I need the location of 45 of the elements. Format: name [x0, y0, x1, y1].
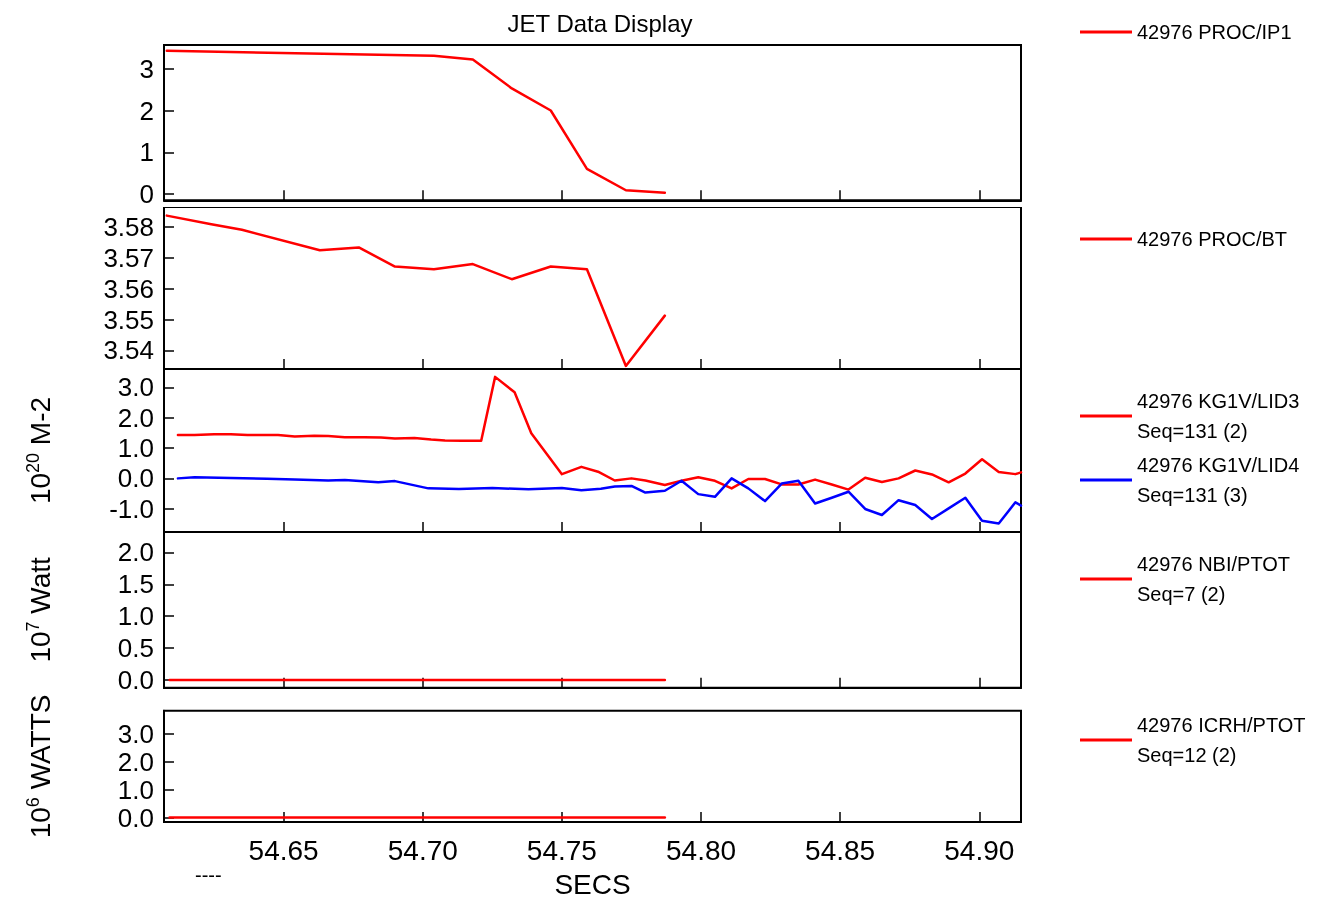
x-tick-label: 54.85 [805, 834, 876, 866]
y-tick-label: 0 [139, 179, 154, 209]
y-axis-title: 106 WATTS [23, 694, 56, 839]
x-tick-label: 54.65 [248, 834, 319, 866]
y-tick-label: 1.0 [117, 601, 154, 632]
y-tick-label: 1.5 [117, 569, 154, 600]
y-tick-label: 0.0 [117, 665, 154, 695]
y-tick-label: 2.0 [117, 746, 154, 777]
legend-label: 42976 KG1V/LID3 Seq=131 (2) [1137, 390, 1300, 442]
chart-title: JET Data Display [507, 9, 693, 37]
text: ---- [195, 864, 222, 886]
x-axis-title: SECS [554, 868, 631, 900]
x-tick-label: 54.70 [387, 834, 458, 866]
y-tick-label: 0.5 [117, 633, 154, 664]
legend-label: 42976 PROC/IP1 [1137, 21, 1292, 43]
legend-label: 42976 KG1V/LID4 Seq=131 (3) [1137, 454, 1300, 506]
y-tick-label: 3.0 [117, 718, 154, 749]
y-tick-label: 3.58 [103, 212, 154, 243]
y-tick-label: 3.56 [103, 273, 154, 304]
x-tick-label: 54.90 [944, 834, 1015, 866]
x-tick-label: 54.80 [665, 834, 737, 866]
x-tick-label: 54.75 [526, 834, 597, 866]
line-series [165, 214, 667, 368]
legend-label: 42976 ICRH/PTOT Seq=12 (2) [1137, 714, 1306, 766]
legend-label: 42976 PROC/BT [1137, 228, 1288, 250]
y-axis-title: 107 Watt [23, 556, 56, 663]
line-series [176, 475, 1023, 525]
y-tick-label: 3.54 [103, 335, 154, 366]
line-series [176, 375, 1023, 491]
y-tick-label: 0.0 [117, 802, 154, 833]
y-tick-label: 2.0 [117, 402, 154, 433]
y-axis-title: 1020 M-2 [23, 396, 56, 505]
y-tick-label: 1 [139, 137, 154, 168]
legend-label: 42976 NBI/PTOT Seq=7 (2) [1137, 553, 1291, 605]
y-tick-label: 2 [139, 95, 154, 126]
y-tick-label: 3.0 [117, 372, 154, 403]
y-tick-label: 1.0 [117, 433, 154, 464]
y-tick-label: 3.57 [103, 242, 154, 273]
y-tick-label: 0.0 [117, 463, 154, 494]
y-tick-label: 3.55 [103, 304, 154, 335]
y-tick-label: 1.0 [117, 774, 154, 805]
y-tick-label: 3 [139, 53, 154, 84]
y-tick-label: -1.0 [109, 493, 154, 524]
y-tick-label: 2.0 [117, 537, 154, 568]
line-series [165, 49, 667, 194]
